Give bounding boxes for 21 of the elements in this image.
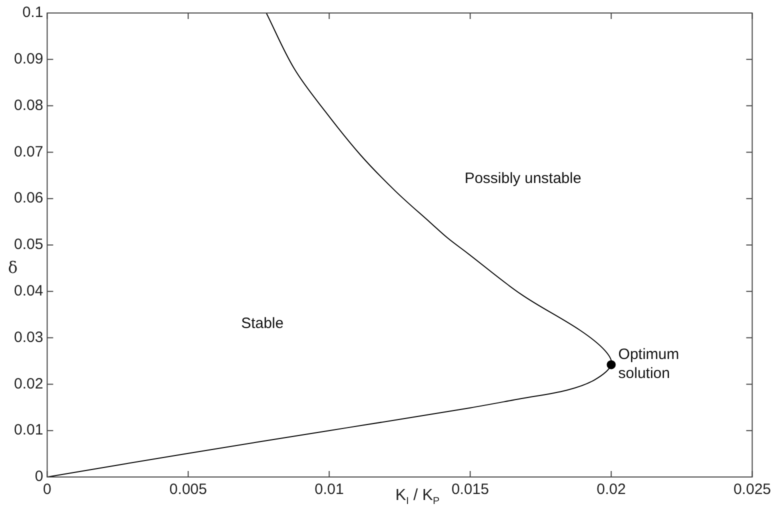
y-tick-label: 0.03 bbox=[14, 328, 44, 346]
x-tick-label: 0.01 bbox=[314, 481, 344, 498]
y-tick-label: 0.02 bbox=[14, 375, 44, 392]
y-tick-label: 0 bbox=[34, 468, 44, 486]
x-tick-label: 0.015 bbox=[451, 481, 489, 498]
x-tick-label: 0.005 bbox=[169, 481, 207, 498]
y-tick-label: 0.1 bbox=[22, 4, 44, 22]
y-axis-title: δ bbox=[8, 258, 18, 277]
y-tick-label: 0.05 bbox=[14, 236, 44, 254]
x-tick-label: 0.02 bbox=[596, 481, 626, 498]
x-tick-label: 0.025 bbox=[733, 481, 772, 498]
y-tick-label: 0.01 bbox=[14, 422, 44, 439]
annotation: Optimum solution bbox=[618, 346, 680, 382]
y-tick-label: 0.08 bbox=[14, 96, 44, 114]
y-tick-label: 0.09 bbox=[14, 50, 44, 68]
annotation: Stable bbox=[241, 315, 284, 332]
y-tick-label: 0.06 bbox=[14, 190, 44, 207]
y-tick-label: 0.07 bbox=[14, 143, 44, 160]
annotation: Possibly unstable bbox=[464, 170, 582, 187]
x-axis-title: K$_{I}$ / K$_{P}$ bbox=[395, 487, 440, 508]
y-tick-label: 0.04 bbox=[14, 282, 44, 300]
